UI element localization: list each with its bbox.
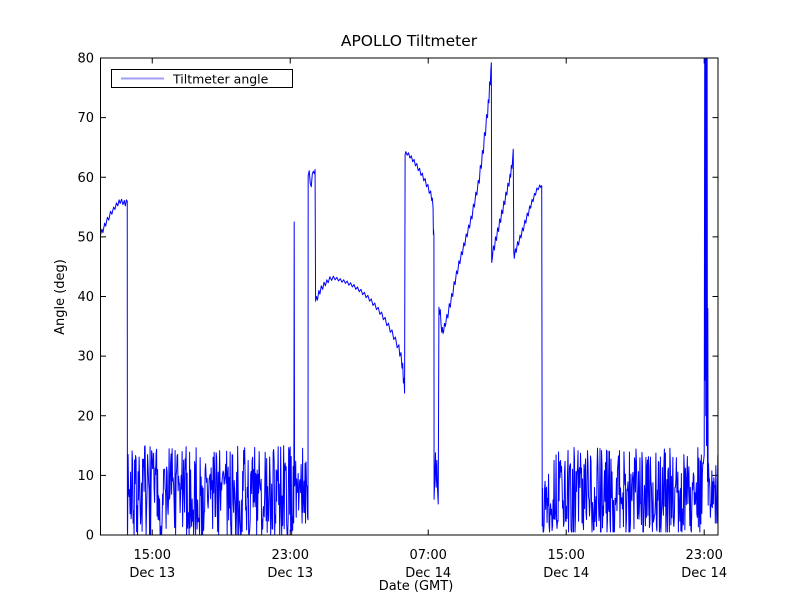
x-tick-date-label: Dec 14 — [543, 566, 589, 581]
y-tick-label: 70 — [77, 111, 94, 126]
y-tick-label: 10 — [77, 469, 94, 484]
legend-label: Tiltmeter angle — [172, 72, 269, 87]
x-tick-time-label: 23:00 — [272, 548, 309, 563]
x-tick-time-label: 07:00 — [409, 548, 446, 563]
y-tick-label: 30 — [77, 350, 94, 365]
series-tiltmeter-angle-line — [100, 57, 719, 536]
chart-title: APOLLO Tiltmeter — [341, 32, 478, 50]
x-tick-date-label: Dec 14 — [405, 566, 451, 581]
x-tick-date-label: Dec 14 — [681, 566, 727, 581]
y-tick-label: 0 — [86, 529, 94, 544]
x-tick-time-label: 15:00 — [134, 548, 171, 563]
y-tick-label: 80 — [77, 52, 94, 67]
x-tick-time-label: 23:00 — [685, 548, 722, 563]
y-axis-label: Angle (deg) — [53, 259, 68, 335]
x-tick-time-label: 15:00 — [547, 548, 584, 563]
legend-box — [111, 69, 293, 88]
x-axis-label: Date (GMT) — [379, 579, 454, 594]
plot-dynamic-layer: 0 10 20 30 40 50 60 70 80 15:00 Dec 13 23:00 Dec 13 0… — [77, 52, 727, 582]
y-tick-label: 60 — [77, 171, 94, 186]
y-tick-label: 50 — [77, 230, 94, 245]
x-tick-date-label: Dec 13 — [129, 566, 175, 581]
plot-frame — [100, 57, 719, 536]
legend: Tiltmeter angle — [111, 69, 293, 88]
y-tick-label: 20 — [77, 409, 94, 424]
y-tick-label: 40 — [77, 290, 94, 305]
x-tick-date-label: Dec 13 — [267, 566, 313, 581]
